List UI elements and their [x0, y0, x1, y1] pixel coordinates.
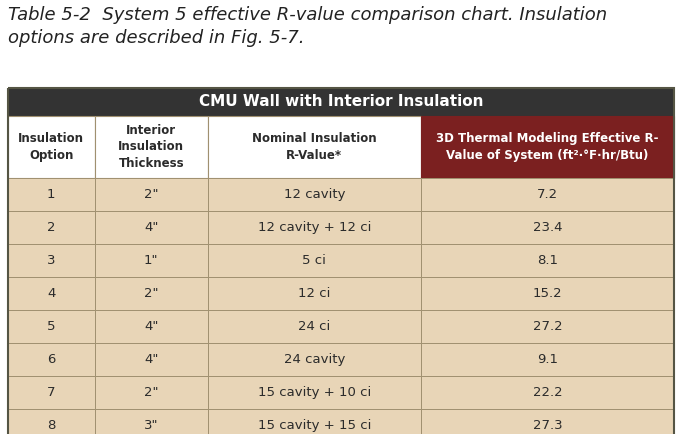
- Text: 23.4: 23.4: [533, 221, 562, 234]
- Text: 12 cavity + 12 ci: 12 cavity + 12 ci: [258, 221, 371, 234]
- Bar: [8, 211, 95, 244]
- Bar: [208, 178, 421, 211]
- Bar: [208, 409, 421, 434]
- Text: 2: 2: [47, 221, 55, 234]
- Text: 9.1: 9.1: [537, 353, 558, 366]
- Bar: [8, 88, 674, 116]
- Bar: [8, 409, 95, 434]
- Text: 8.1: 8.1: [537, 254, 558, 267]
- Text: 6: 6: [47, 353, 55, 366]
- Text: 2": 2": [144, 287, 158, 300]
- Bar: [8, 244, 95, 277]
- Bar: [8, 116, 95, 178]
- Bar: [8, 310, 95, 343]
- Text: 4: 4: [47, 287, 55, 300]
- Bar: [95, 376, 208, 409]
- Text: 7: 7: [47, 386, 55, 399]
- Text: 5 ci: 5 ci: [302, 254, 326, 267]
- Text: 1": 1": [144, 254, 158, 267]
- Text: Interior
Insulation
Thickness: Interior Insulation Thickness: [118, 124, 184, 170]
- Text: 2": 2": [144, 188, 158, 201]
- Text: 8: 8: [47, 419, 55, 432]
- Text: 2": 2": [144, 386, 158, 399]
- Text: 27.3: 27.3: [533, 419, 562, 432]
- Bar: [95, 211, 208, 244]
- Bar: [95, 116, 208, 178]
- Bar: [95, 310, 208, 343]
- Text: 15 cavity + 15 ci: 15 cavity + 15 ci: [258, 419, 371, 432]
- Bar: [208, 277, 421, 310]
- Bar: [95, 244, 208, 277]
- Bar: [8, 178, 95, 211]
- Bar: [8, 88, 674, 434]
- Text: Insulation
Option: Insulation Option: [18, 132, 85, 162]
- Bar: [208, 310, 421, 343]
- Bar: [208, 244, 421, 277]
- Bar: [421, 409, 674, 434]
- Bar: [421, 310, 674, 343]
- Text: 1: 1: [47, 188, 55, 201]
- Text: 4": 4": [144, 320, 158, 333]
- Text: 15 cavity + 10 ci: 15 cavity + 10 ci: [258, 386, 371, 399]
- Bar: [421, 277, 674, 310]
- Bar: [421, 178, 674, 211]
- Text: 4": 4": [144, 353, 158, 366]
- Text: 27.2: 27.2: [533, 320, 562, 333]
- Bar: [8, 376, 95, 409]
- Text: Nominal Insulation
R-Value*: Nominal Insulation R-Value*: [252, 132, 376, 162]
- Text: 24 cavity: 24 cavity: [284, 353, 345, 366]
- Bar: [208, 116, 421, 178]
- Text: CMU Wall with Interior Insulation: CMU Wall with Interior Insulation: [198, 95, 484, 109]
- Text: 5: 5: [47, 320, 55, 333]
- Text: 3: 3: [47, 254, 55, 267]
- Bar: [8, 343, 95, 376]
- Bar: [421, 244, 674, 277]
- Bar: [208, 376, 421, 409]
- Text: 12 ci: 12 ci: [298, 287, 331, 300]
- Text: 3": 3": [144, 419, 158, 432]
- Text: 15.2: 15.2: [533, 287, 562, 300]
- Bar: [208, 343, 421, 376]
- Text: Table 5-2  System 5 effective R-value comparison chart. Insulation
options are d: Table 5-2 System 5 effective R-value com…: [8, 6, 607, 47]
- Bar: [421, 211, 674, 244]
- Bar: [421, 343, 674, 376]
- Text: 3D Thermal Modeling Effective R-
Value of System (ft²·°F·hr/Btu): 3D Thermal Modeling Effective R- Value o…: [436, 132, 659, 162]
- Text: 4": 4": [144, 221, 158, 234]
- Bar: [95, 343, 208, 376]
- Bar: [95, 409, 208, 434]
- Bar: [95, 277, 208, 310]
- Text: 24 ci: 24 ci: [298, 320, 331, 333]
- Text: 7.2: 7.2: [537, 188, 558, 201]
- Bar: [421, 116, 674, 178]
- Bar: [95, 178, 208, 211]
- Bar: [421, 376, 674, 409]
- Bar: [8, 277, 95, 310]
- Text: 22.2: 22.2: [533, 386, 562, 399]
- Bar: [208, 211, 421, 244]
- Text: 12 cavity: 12 cavity: [284, 188, 345, 201]
